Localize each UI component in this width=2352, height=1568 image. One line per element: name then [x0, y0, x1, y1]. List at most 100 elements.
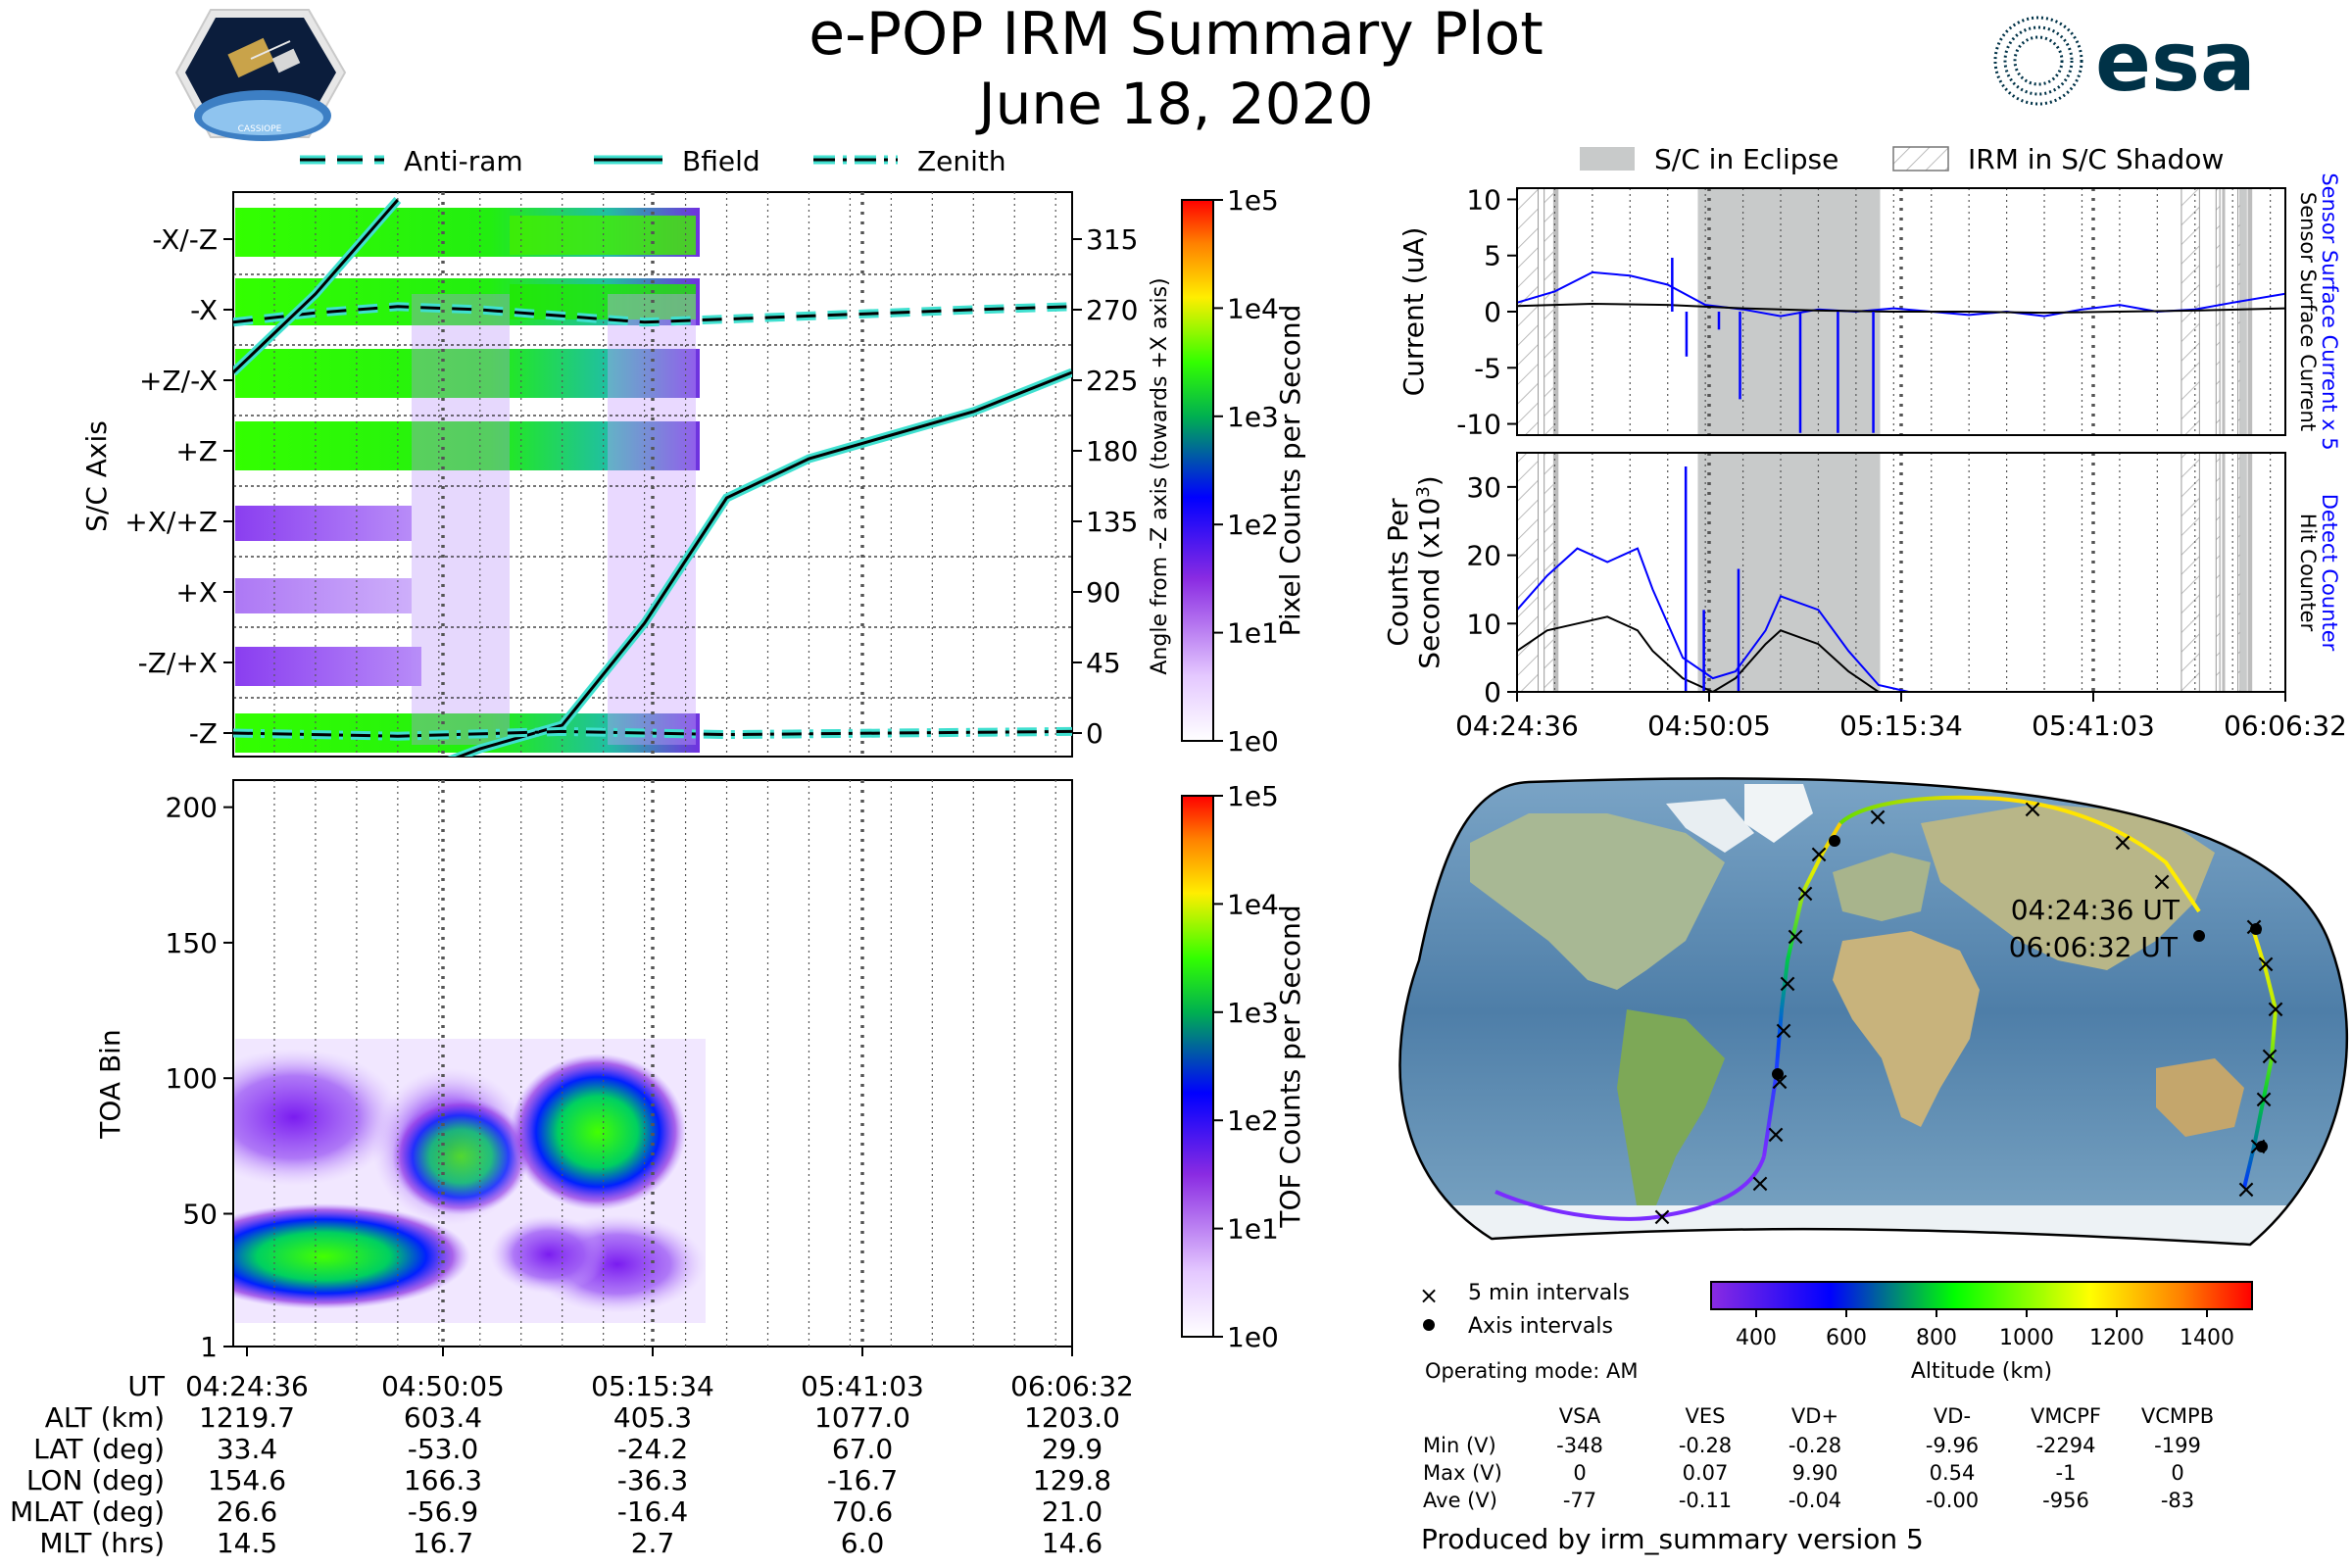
axis-dot-marker [1772, 1068, 1784, 1080]
row-value: 405.3 [613, 1401, 692, 1434]
track-markers: ×××××××××××××××××××× [1651, 795, 2286, 1232]
counts-right-label-blue: Detect Counter [2318, 494, 2341, 652]
time-label: 05:41:03 [801, 1370, 924, 1402]
row-value: -53.0 [408, 1433, 478, 1465]
series-line [1517, 547, 2285, 692]
colorbar-tick-label: 1e1 [1227, 617, 1279, 650]
legend-5min: 5 min intervals [1468, 1281, 1630, 1305]
voltage-table: VSA VES VD+ VD- VMCPF VCMPB Min (V) -348 -0.28 -0… [1423, 1404, 2214, 1512]
table-header: VMCPF [2031, 1404, 2101, 1428]
y-tick-label: 0 [1484, 676, 1501, 709]
y2-tick-label: 180 [1086, 435, 1138, 467]
legend-anti-ram: Anti-ram [404, 145, 523, 177]
table-row-label: Ave (V) [1423, 1489, 1497, 1512]
legend-x-marker: × [1419, 1282, 1439, 1309]
row-value: 21.0 [1042, 1495, 1102, 1528]
y-tick-label: 10 [1466, 608, 1501, 640]
y-tick-label: -X [190, 294, 218, 326]
row-value: 166.3 [404, 1464, 482, 1496]
y2-tick-label: 45 [1086, 647, 1121, 679]
interval-x-marker: × [2265, 995, 2286, 1024]
row-value: 67.0 [832, 1433, 893, 1465]
shadow-region [1517, 188, 1540, 435]
pixel-legend: Anti-ram Bfield Zenith [300, 145, 1006, 177]
y-tick-label: -5 [1474, 352, 1501, 384]
page-title: e-POP IRM Summary Plot [808, 0, 1544, 69]
table-cell: -0.00 [1926, 1489, 1979, 1512]
altitude-label: Altitude (km) [1911, 1359, 2052, 1384]
axis-dot-marker [2250, 923, 2262, 935]
eclipse-region [1552, 188, 1559, 435]
table-header: VD- [1934, 1404, 1971, 1428]
row-value: -24.2 [617, 1433, 688, 1465]
pixel-colorbar-label: Pixel Counts per Second [1274, 305, 1306, 637]
colorbar-tick-label: 1e4 [1227, 888, 1279, 920]
colorbar-tick-label: 1e4 [1227, 292, 1279, 324]
row-value: 70.6 [832, 1495, 893, 1528]
pixel-series [233, 197, 1072, 757]
tof-heatmap [233, 1039, 706, 1323]
tof-colorbar-label: TOF Counts per Second [1274, 905, 1306, 1228]
interval-x-marker: × [1777, 969, 1798, 999]
shadow-region [2215, 453, 2221, 692]
series-line [1517, 270, 2285, 318]
y2-tick-label: 315 [1086, 223, 1138, 256]
row-value: -56.9 [408, 1495, 478, 1528]
legend-shadow: IRM in S/C Shadow [1968, 143, 2224, 175]
counts-x-ticks: 04:24:36 04:50:05 05:15:34 05:41:03 06:06:32 [1455, 692, 2347, 742]
row-value: 129.8 [1033, 1464, 1111, 1496]
row-label: UT [127, 1370, 165, 1402]
table-header: VD+ [1791, 1404, 1838, 1428]
axis-dot-marker [2193, 930, 2205, 942]
counts-gridlines [1553, 453, 2272, 692]
x-tick-label: 05:41:03 [2032, 710, 2155, 742]
legend-bfield: Bfield [682, 145, 760, 177]
row-value: 2.7 [631, 1527, 675, 1559]
counts-shading [1517, 453, 2253, 692]
page-date: June 18, 2020 [975, 71, 1373, 137]
table-cell: -83 [2161, 1489, 2194, 1512]
row-value: 1203.0 [1024, 1401, 1120, 1434]
table-cell: -1 [2056, 1461, 2077, 1485]
counts-ylabel-text: Second (x10 [1413, 498, 1446, 669]
interval-x-marker: × [1794, 879, 1816, 908]
row-value: 29.9 [1042, 1433, 1102, 1465]
y-tick-label: +Z/-X [139, 365, 218, 397]
y-tick-label: -X/-Z [152, 223, 218, 256]
interval-x-marker: × [2112, 828, 2133, 858]
row-value: 26.6 [217, 1495, 277, 1528]
interval-x-marker: × [1749, 1169, 1771, 1199]
interval-x-marker: × [1765, 1120, 1787, 1150]
pixel-colorbar-ticks: 1e5 1e4 1e3 1e2 1e1 1e0 [1213, 184, 1279, 758]
table-cell: -0.11 [1679, 1489, 1732, 1512]
y-tick-label: 10 [1466, 183, 1501, 216]
interval-x-marker: × [2255, 950, 2277, 979]
track-start-annotation: 04:24:36 UT [2011, 894, 2180, 926]
colorbar-tick-label: 1e0 [1227, 725, 1279, 758]
interval-x-marker: × [2253, 1085, 2275, 1114]
x-axis-table: UT 04:24:36 04:50:05 05:15:34 05:41:03 06:06:… [10, 1347, 1134, 1559]
counts-y-ticks: 0 10 20 30 [1466, 471, 1517, 709]
interval-x-marker: × [1651, 1202, 1673, 1232]
ground-track-map: ×××××××××××××××××××× 04:24:36 UT 06:06:3… [1398, 777, 2349, 1247]
operating-mode: Operating mode: AM [1425, 1359, 1638, 1383]
interval-x-marker: × [1773, 1016, 1794, 1046]
y-tick-label: 200 [166, 792, 218, 824]
table-cell: -199 [2154, 1434, 2201, 1457]
axis-dot-marker [2256, 1141, 2268, 1152]
pixel-y-ticks: -X/-Z -X +Z/-X +Z +X/+Z +X -Z/+X -Z [124, 223, 233, 750]
y2-tick-label: 135 [1086, 506, 1138, 538]
table-cell: -0.28 [1679, 1434, 1732, 1457]
interval-x-marker: × [2259, 1042, 2280, 1071]
table-row-label: Min (V) [1423, 1434, 1496, 1457]
esa-logo: esa [1993, 14, 2256, 110]
series-line-anti-ram [233, 305, 1072, 324]
table-cell: -0.28 [1788, 1434, 1841, 1457]
table-cell: 9.90 [1792, 1461, 1838, 1485]
axis-dot-marker [1829, 835, 1840, 847]
table-row-label: Max (V) [1423, 1461, 1502, 1485]
current-right-label-blue: Sensor Surface Current x 5 [2318, 172, 2341, 450]
y-tick-label: -10 [1456, 409, 1501, 441]
table-cell: 0 [2171, 1461, 2183, 1485]
legend-axis-intervals: Axis intervals [1468, 1314, 1613, 1339]
